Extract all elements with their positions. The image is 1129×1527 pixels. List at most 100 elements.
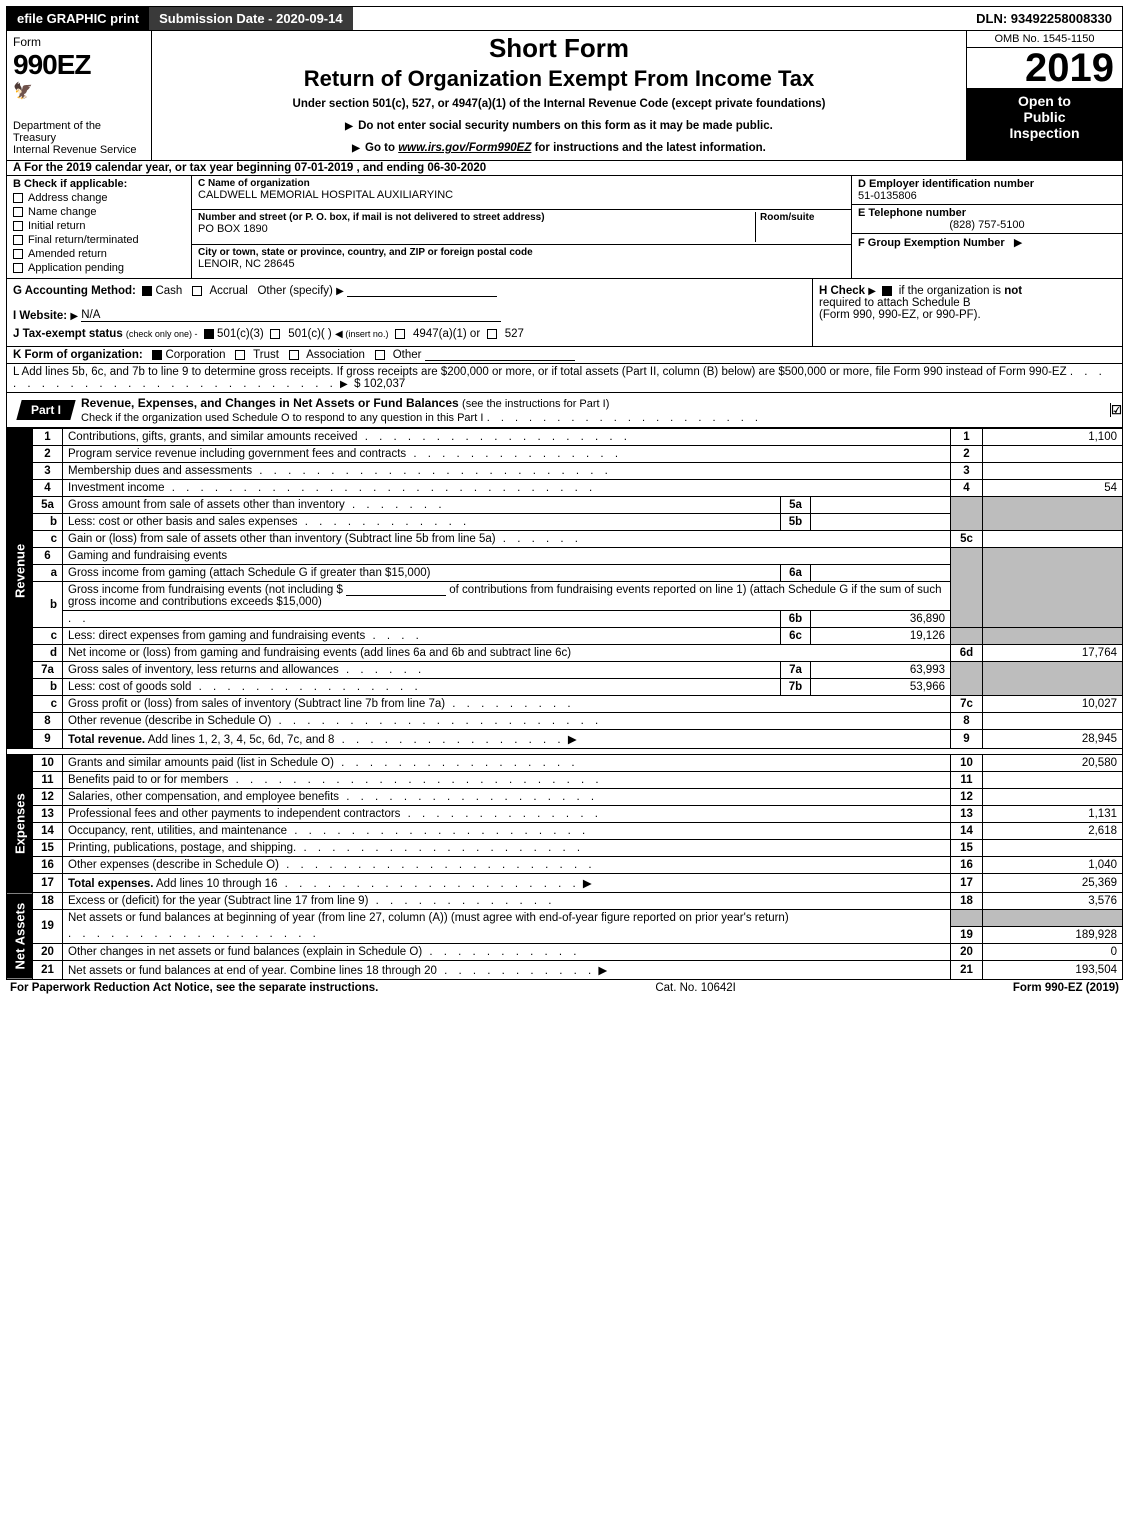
open-public-line2: Public xyxy=(1023,109,1065,125)
submission-date-label: Submission Date - 2020-09-14 xyxy=(149,7,353,30)
page-footer: For Paperwork Reduction Act Notice, see … xyxy=(6,980,1123,996)
line-amount xyxy=(983,772,1123,789)
line-no: a xyxy=(33,565,63,582)
line-amount: 189,928 xyxy=(983,926,1123,943)
line-amount: 1,040 xyxy=(983,857,1123,874)
checkbox-association[interactable] xyxy=(289,350,299,360)
other-specify-input[interactable] xyxy=(347,296,497,297)
inner-box-label: 7a xyxy=(781,662,811,679)
checkbox-application-pending[interactable] xyxy=(13,263,23,273)
fundraising-contrib-input[interactable] xyxy=(346,595,446,596)
line-amount xyxy=(983,713,1123,730)
line-ref: 17 xyxy=(951,874,983,893)
arrow-icon xyxy=(345,120,355,132)
line-no: 20 xyxy=(33,943,63,960)
line-no: 19 xyxy=(33,910,63,944)
line-desc: Program service revenue including govern… xyxy=(68,448,406,460)
line-amount: 54 xyxy=(983,480,1123,497)
part1-schedule-o-checkbox[interactable]: ☑ xyxy=(1110,403,1122,417)
line-ref: 13 xyxy=(951,806,983,823)
checkbox-accrual[interactable] xyxy=(192,286,202,296)
checkbox-amended-return[interactable] xyxy=(13,249,23,259)
arrow-icon: ▶ xyxy=(1014,237,1022,249)
room-suite-label: Room/suite xyxy=(760,212,845,223)
line-amount: 25,369 xyxy=(983,874,1123,893)
j-label: J Tax-exempt status xyxy=(13,328,123,340)
street-value: PO BOX 1890 xyxy=(198,223,755,235)
label-4947: 4947(a)(1) or xyxy=(413,328,480,340)
checkbox-initial-return[interactable] xyxy=(13,221,23,231)
line-ref: 6d xyxy=(951,645,983,662)
open-public-line3: Inspection xyxy=(1009,125,1079,141)
inner-box-value: 36,890 xyxy=(811,611,951,628)
k-label: K Form of organization: xyxy=(13,349,143,361)
row-a-tax-year: A For the 2019 calendar year, or tax yea… xyxy=(6,161,1123,176)
line-ref: 9 xyxy=(951,730,983,749)
city-label: City or town, state or province, country… xyxy=(198,247,845,258)
line-desc: Gross income from gaming (attach Schedul… xyxy=(68,567,430,579)
line-desc: Gain or (loss) from sale of assets other… xyxy=(68,533,496,545)
line-amount: 0 xyxy=(983,943,1123,960)
street-label: Number and street (or P. O. box, if mail… xyxy=(198,212,755,223)
inner-box-label: 7b xyxy=(781,679,811,696)
checkbox-corporation[interactable] xyxy=(152,350,162,360)
revenue-side-cont xyxy=(7,713,33,749)
line-no: 18 xyxy=(33,893,63,910)
checkbox-527[interactable] xyxy=(487,329,497,339)
form-header-left: Form 990EZ 🦅 Department of the Treasury … xyxy=(7,31,152,160)
line-desc: Excess or (deficit) for the year (Subtra… xyxy=(68,895,368,907)
def-column: D Employer identification number 51-0135… xyxy=(852,176,1122,278)
checkbox-final-return[interactable] xyxy=(13,235,23,245)
line-desc: Grants and similar amounts paid (list in… xyxy=(68,757,334,769)
efile-print-button[interactable]: efile GRAPHIC print xyxy=(7,7,149,30)
checkbox-501c[interactable] xyxy=(270,329,280,339)
irs-label: Internal Revenue Service xyxy=(13,144,137,156)
goto-suffix: for instructions and the latest informat… xyxy=(535,142,766,154)
line-ref: 11 xyxy=(951,772,983,789)
h-not: not xyxy=(1004,285,1022,297)
line-no: 3 xyxy=(33,463,63,480)
dln-label: DLN: 93492258008330 xyxy=(966,7,1122,30)
checkbox-cash[interactable] xyxy=(142,286,152,296)
line-desc: Other revenue (describe in Schedule O) xyxy=(68,715,271,727)
label-initial-return: Initial return xyxy=(28,220,85,232)
line-desc: Net assets or fund balances at beginning… xyxy=(68,912,789,924)
checkbox-501c3[interactable] xyxy=(204,329,214,339)
line-desc: Membership dues and assessments xyxy=(68,465,252,477)
org-name-value: CALDWELL MEMORIAL HOSPITAL AUXILIARYINC xyxy=(198,189,845,201)
footer-center: Cat. No. 10642I xyxy=(655,982,736,994)
checkbox-trust[interactable] xyxy=(235,350,245,360)
shaded-cell xyxy=(983,497,1123,531)
line-no: 1 xyxy=(33,429,63,446)
label-501c: 501(c)( ) xyxy=(288,328,331,340)
line-no: c xyxy=(33,696,63,713)
irs-link[interactable]: www.irs.gov/Form990EZ xyxy=(398,142,531,154)
line-ref: 16 xyxy=(951,857,983,874)
line-amount: 20,580 xyxy=(983,755,1123,772)
line-no: 15 xyxy=(33,840,63,857)
label-trust: Trust xyxy=(253,349,279,361)
checkbox-other-org[interactable] xyxy=(375,350,385,360)
checkbox-address-change[interactable] xyxy=(13,193,23,203)
org-name-label: C Name of organization xyxy=(198,178,845,189)
line-amount xyxy=(983,789,1123,806)
checkbox-h[interactable] xyxy=(882,286,892,296)
line-no: 11 xyxy=(33,772,63,789)
inner-box-value: 63,993 xyxy=(811,662,951,679)
j-small: (check only one) - xyxy=(126,329,198,339)
shaded-cell xyxy=(983,910,1123,927)
h-text1: if the organization is xyxy=(899,285,1004,297)
line-no: 8 xyxy=(33,713,63,730)
line-amount xyxy=(983,840,1123,857)
ein-value: 51-0135806 xyxy=(858,190,1116,202)
checkbox-4947[interactable] xyxy=(395,329,405,339)
line-desc: Gaming and fundraising events xyxy=(63,548,951,565)
tax-year: 2019 xyxy=(967,48,1122,89)
other-org-input[interactable] xyxy=(425,360,575,361)
line-no: 5a xyxy=(33,497,63,514)
checkbox-name-change[interactable] xyxy=(13,207,23,217)
line-no: 21 xyxy=(33,960,63,979)
phone-label: E Telephone number xyxy=(858,207,1116,219)
ein-label: D Employer identification number xyxy=(858,178,1116,190)
group-exemption-label: F Group Exemption Number xyxy=(858,237,1005,249)
